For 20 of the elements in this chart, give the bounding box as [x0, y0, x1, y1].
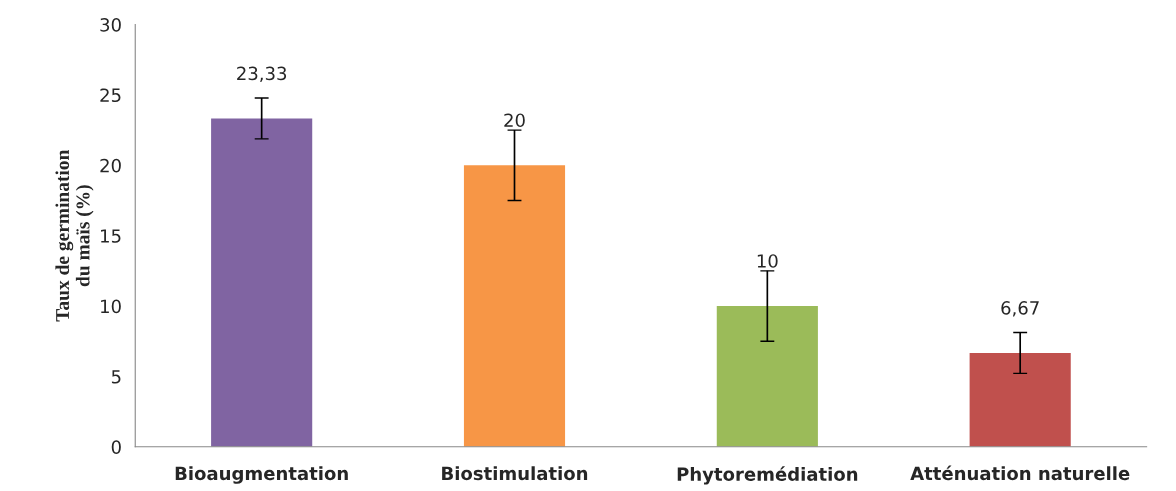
y-tick-label: 0 — [111, 440, 121, 454]
x-tick-label: Bioaugmentation — [175, 466, 348, 484]
data-label: 20 — [504, 113, 525, 128]
x-tick-label: Atténuation naturelle — [910, 465, 1130, 481]
bar — [969, 352, 1071, 447]
bar — [211, 118, 313, 447]
y-tick-label: 30 — [100, 18, 121, 32]
y-axis-title: Taux de germination du maïs (%) — [55, 149, 94, 322]
x-tick-label: Biostimulation — [442, 466, 588, 481]
bar — [463, 165, 566, 447]
y-tick-label: 5 — [111, 370, 121, 384]
y-tick-label: 20 — [100, 158, 121, 173]
x-tick-label: Phytoremédiation — [677, 466, 858, 485]
y-tick-label: 15 — [101, 229, 121, 243]
data-label: 10 — [757, 254, 778, 268]
bar — [716, 306, 818, 447]
y-tick-label: 10 — [101, 299, 121, 314]
data-label: 23,33 — [237, 66, 287, 83]
y-tick-label: 25 — [100, 88, 121, 103]
data-label: 6,67 — [1001, 301, 1039, 317]
